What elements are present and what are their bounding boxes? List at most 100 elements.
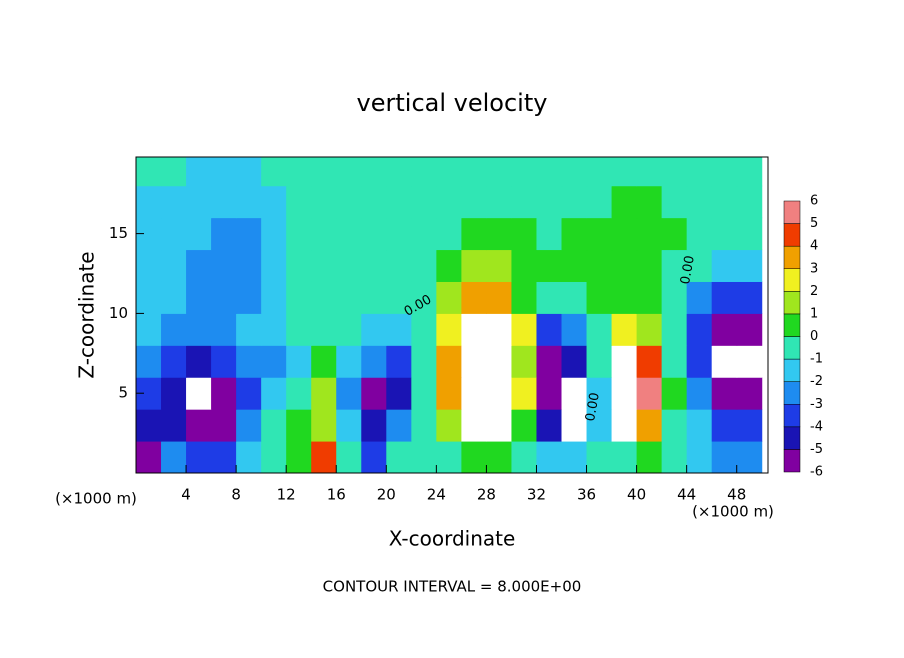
cell xyxy=(161,409,187,442)
colorbar-label: 3 xyxy=(810,261,818,276)
cell xyxy=(361,409,387,442)
cell xyxy=(686,157,713,187)
colorbar-label: 0 xyxy=(810,329,818,344)
cell xyxy=(286,281,312,314)
cell xyxy=(561,377,588,410)
cell xyxy=(336,185,362,219)
cell xyxy=(286,313,312,346)
colorbar-label: -5 xyxy=(810,442,823,457)
cell xyxy=(486,281,512,314)
cell xyxy=(436,441,462,473)
cell xyxy=(186,157,212,187)
cell xyxy=(386,281,412,314)
cell xyxy=(436,217,462,251)
cell xyxy=(611,157,638,187)
cell xyxy=(686,441,713,473)
cell xyxy=(561,441,588,473)
cell xyxy=(211,281,237,314)
cell xyxy=(686,281,713,314)
x-tick-label: 40 xyxy=(627,486,646,504)
cell xyxy=(711,441,738,473)
cell xyxy=(736,249,763,282)
cell xyxy=(586,217,613,251)
cell xyxy=(361,249,387,282)
cell xyxy=(611,281,638,314)
cell xyxy=(136,313,162,346)
cell xyxy=(661,345,688,378)
y-tick-label: 10 xyxy=(109,304,128,322)
cell xyxy=(286,185,312,219)
cell xyxy=(211,345,237,378)
colorbar-label: 6 xyxy=(810,194,818,209)
cell xyxy=(211,249,237,282)
cell xyxy=(586,313,613,346)
cell xyxy=(586,441,613,473)
cell xyxy=(586,281,613,314)
cell xyxy=(336,157,362,187)
cell xyxy=(386,345,412,378)
cell xyxy=(486,409,512,442)
cell xyxy=(561,185,588,219)
cell xyxy=(311,441,337,473)
cell xyxy=(661,377,688,410)
cell xyxy=(386,185,412,219)
cell xyxy=(636,249,663,282)
y-tick-label: 15 xyxy=(109,224,128,242)
cell xyxy=(661,281,688,314)
cell xyxy=(211,441,237,473)
cell xyxy=(436,185,462,219)
cell xyxy=(736,281,763,314)
cell xyxy=(211,157,237,187)
cell xyxy=(636,345,663,378)
cell xyxy=(236,409,262,442)
cell xyxy=(511,313,537,346)
x-tick-label: 20 xyxy=(377,486,396,504)
plot-frame xyxy=(135,156,769,474)
cell xyxy=(186,409,212,442)
cell xyxy=(486,313,512,346)
colorbar-swatch xyxy=(783,268,801,292)
cell xyxy=(236,249,262,282)
cell xyxy=(511,281,537,314)
x-axis-label: X-coordinate xyxy=(389,527,516,551)
cell xyxy=(711,157,738,187)
cell xyxy=(736,409,763,442)
cell xyxy=(261,281,287,314)
contour-label: 0.00 xyxy=(583,391,603,422)
cell xyxy=(136,249,162,282)
cell xyxy=(161,217,187,251)
cell xyxy=(486,157,512,187)
colorbar-swatch xyxy=(783,404,801,428)
cell xyxy=(136,345,162,378)
cell xyxy=(611,249,638,282)
cell xyxy=(536,441,563,473)
cell xyxy=(311,409,337,442)
cell xyxy=(386,441,412,473)
cell xyxy=(736,345,763,378)
cell xyxy=(511,185,537,219)
cell xyxy=(611,409,638,442)
cell xyxy=(411,377,437,410)
cell xyxy=(661,249,688,282)
cell xyxy=(611,313,638,346)
cell xyxy=(536,281,563,314)
cell xyxy=(311,249,337,282)
cell xyxy=(236,217,262,251)
colorbar-swatch xyxy=(783,200,801,224)
cell xyxy=(386,157,412,187)
colorbar-label: -3 xyxy=(810,397,823,412)
cell xyxy=(386,409,412,442)
cell xyxy=(736,217,763,251)
cell xyxy=(311,185,337,219)
cell xyxy=(436,345,462,378)
cell xyxy=(286,377,312,410)
cell xyxy=(461,281,487,314)
cell xyxy=(211,313,237,346)
cell xyxy=(236,441,262,473)
x-tick-label: 36 xyxy=(577,486,596,504)
cell xyxy=(236,377,262,410)
cell xyxy=(486,377,512,410)
cell xyxy=(561,249,588,282)
cell xyxy=(611,377,638,410)
